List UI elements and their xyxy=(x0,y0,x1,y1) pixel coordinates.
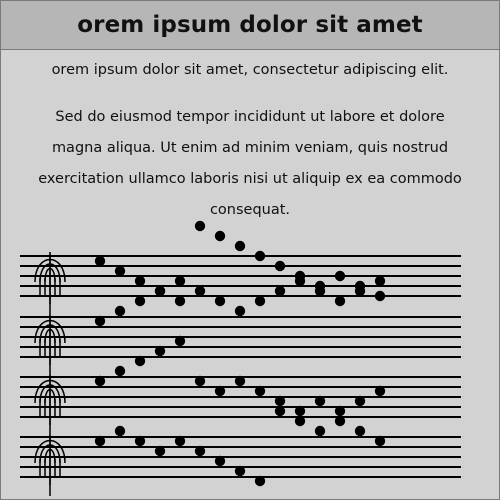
note-head xyxy=(334,415,346,427)
note-head xyxy=(274,395,286,407)
note-head xyxy=(194,445,206,457)
note-head xyxy=(254,385,266,397)
title-bar: orem ipsum dolor sit amet xyxy=(1,1,499,50)
note-head xyxy=(334,405,346,417)
note-head xyxy=(114,365,126,377)
note-head xyxy=(114,305,126,317)
intro-line: orem ipsum dolor sit amet, consectetur a… xyxy=(51,62,449,78)
note-head xyxy=(94,375,106,387)
note-head xyxy=(294,415,306,427)
note-head xyxy=(234,375,246,387)
clef-icon xyxy=(34,254,66,304)
note-head xyxy=(234,465,246,477)
note-head xyxy=(114,425,126,437)
note-head xyxy=(334,270,346,282)
note-head xyxy=(174,295,186,307)
note-head xyxy=(214,230,226,242)
note-head xyxy=(234,305,246,317)
note-head xyxy=(374,275,386,287)
note-head xyxy=(134,355,146,367)
note-head xyxy=(174,435,186,447)
note-head xyxy=(94,315,106,327)
note-head xyxy=(134,435,146,447)
note-head xyxy=(194,375,206,387)
note-head xyxy=(354,285,366,297)
clef-icon xyxy=(34,375,66,425)
note-head xyxy=(254,295,266,307)
clefs xyxy=(34,254,66,485)
note-head xyxy=(214,385,226,397)
note-head xyxy=(294,275,306,287)
note-head xyxy=(154,285,166,297)
body-paragraph: Sed do eiusmod tempor incididunt ut labo… xyxy=(38,109,462,218)
note-head xyxy=(154,345,166,357)
note-head xyxy=(354,425,366,437)
note-head xyxy=(314,395,326,407)
note-head xyxy=(254,475,266,487)
note-head xyxy=(154,445,166,457)
note-head xyxy=(234,240,246,252)
note-head xyxy=(334,295,346,307)
note-head xyxy=(314,285,326,297)
note-head xyxy=(194,220,206,232)
note-head xyxy=(174,275,186,287)
note-head xyxy=(274,285,286,297)
note-head xyxy=(94,255,106,267)
note-head xyxy=(374,385,386,397)
note-head xyxy=(274,405,286,417)
note-head xyxy=(274,260,286,272)
note-head xyxy=(294,405,306,417)
note-head xyxy=(114,265,126,277)
page-title: orem ipsum dolor sit amet xyxy=(77,12,423,38)
note-head xyxy=(134,295,146,307)
note-head xyxy=(194,285,206,297)
note-head xyxy=(174,335,186,347)
note-head xyxy=(94,435,106,447)
note-head xyxy=(254,250,266,262)
note-head xyxy=(374,435,386,447)
note-head xyxy=(134,275,146,287)
note-head xyxy=(354,395,366,407)
note-head xyxy=(214,295,226,307)
note-head xyxy=(314,425,326,437)
clef-icon xyxy=(34,435,66,485)
notes xyxy=(94,220,386,487)
note-head xyxy=(214,455,226,467)
clef-icon xyxy=(34,315,66,365)
note-head xyxy=(374,290,386,302)
staff-lines xyxy=(20,252,461,496)
